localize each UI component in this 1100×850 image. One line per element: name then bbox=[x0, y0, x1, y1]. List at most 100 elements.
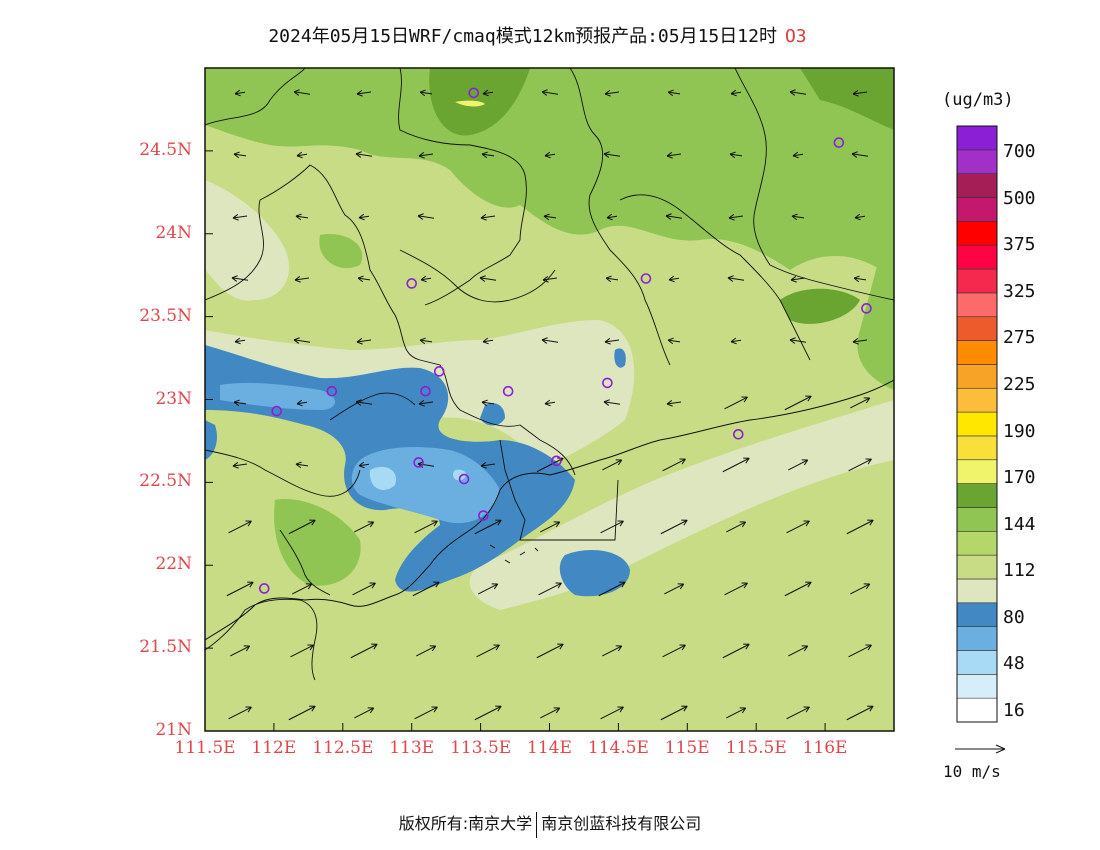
boundary-line bbox=[205, 598, 318, 681]
wind-arrow bbox=[544, 399, 556, 407]
wind-arrow bbox=[480, 462, 496, 469]
wind-arrow bbox=[848, 644, 872, 658]
station-marker bbox=[861, 303, 872, 314]
wind-arrow bbox=[602, 459, 623, 471]
colorbar-swatch bbox=[956, 650, 998, 675]
wind-arrow bbox=[784, 581, 812, 597]
wind-arrow bbox=[724, 396, 748, 410]
wind-arrow bbox=[481, 151, 495, 159]
wind-arrow bbox=[296, 151, 308, 159]
wind-arrow bbox=[233, 151, 247, 159]
wind-arrow bbox=[474, 519, 502, 535]
wind-arrow bbox=[356, 90, 372, 97]
colorbar-swatch bbox=[956, 173, 998, 198]
colorbar-swatch bbox=[956, 197, 998, 222]
wind-arrow bbox=[295, 461, 309, 469]
wind-arrow bbox=[232, 214, 248, 221]
wind-arrow bbox=[482, 337, 494, 345]
colorbar-label: 80 bbox=[1003, 606, 1025, 628]
colorbar-label: 225 bbox=[1003, 373, 1036, 395]
boundary-line bbox=[499, 439, 619, 541]
wind-arrow bbox=[416, 645, 437, 657]
wind-arrow bbox=[480, 214, 496, 221]
lat-label: 21N bbox=[155, 720, 192, 740]
colorbar-swatch bbox=[956, 316, 998, 341]
wind-arrow bbox=[786, 706, 810, 720]
wind-arrow bbox=[792, 151, 804, 159]
wind-arrow bbox=[727, 275, 745, 282]
wind-arrow bbox=[358, 461, 370, 469]
wind-arrow bbox=[541, 89, 559, 96]
wind-arrow bbox=[234, 89, 246, 97]
wind-arrow bbox=[356, 338, 372, 345]
wind-arrow bbox=[538, 582, 562, 596]
lon-label: 112E bbox=[251, 738, 297, 758]
wind-arrow bbox=[228, 520, 252, 534]
boundary-line bbox=[279, 529, 331, 596]
colorbar bbox=[956, 125, 998, 723]
wind-arrow bbox=[231, 275, 249, 282]
wind-arrow bbox=[230, 645, 251, 657]
wind-arrow bbox=[788, 459, 809, 471]
boundary-line bbox=[205, 449, 361, 497]
wind-arrow bbox=[668, 275, 680, 283]
wind-arrow bbox=[355, 399, 373, 406]
station-marker bbox=[406, 278, 418, 289]
lon-label: 111.5E bbox=[174, 738, 236, 758]
wind-arrow bbox=[479, 275, 497, 282]
lon-label: 113.5E bbox=[450, 738, 512, 758]
colorbar-swatch bbox=[956, 674, 998, 699]
field-patch-east bbox=[780, 288, 860, 324]
wind-arrow bbox=[790, 276, 806, 283]
wind-arrow bbox=[352, 582, 376, 596]
wind-arrow bbox=[543, 213, 557, 221]
colorbar-swatch bbox=[956, 626, 998, 651]
field-yellow-spot bbox=[455, 100, 485, 107]
wind-arrow bbox=[786, 520, 810, 534]
field-blue-dot bbox=[614, 348, 626, 368]
wind-arrow bbox=[791, 213, 805, 221]
lon-label: 112.5E bbox=[312, 738, 374, 758]
colorbar-swatch bbox=[956, 602, 998, 627]
wind-arrow bbox=[854, 213, 866, 221]
field-patch-southwest bbox=[274, 499, 361, 586]
wind-arrow bbox=[541, 337, 559, 344]
colorbar-frame bbox=[956, 125, 998, 723]
wind-arrow bbox=[358, 213, 370, 221]
wind-arrow bbox=[233, 399, 247, 407]
wind-arrow bbox=[603, 151, 621, 158]
coastline-main bbox=[205, 379, 894, 641]
wind-arrow bbox=[789, 89, 807, 96]
wind-arrow bbox=[853, 275, 867, 283]
wind-arrow bbox=[357, 275, 371, 283]
wind-arrow bbox=[606, 213, 618, 221]
colorbar-swatch bbox=[956, 435, 998, 461]
wind-arrow bbox=[850, 397, 871, 409]
field-band-144 bbox=[205, 68, 894, 280]
wind-arrow bbox=[355, 151, 373, 158]
colorbar-label: 325 bbox=[1003, 280, 1036, 302]
colorbar-label: 700 bbox=[1003, 141, 1036, 162]
colorbar-swatch bbox=[956, 411, 998, 437]
wind-reference-arrow bbox=[955, 744, 1006, 754]
wind-arrow bbox=[414, 520, 438, 534]
lon-label: 116E bbox=[802, 738, 848, 758]
footer: 版权所有:南京大学 南京创蓝科技有限公司 bbox=[0, 810, 1100, 838]
wind-arrow bbox=[476, 644, 500, 658]
wind-arrow bbox=[602, 645, 623, 657]
field-light-blue bbox=[369, 466, 396, 490]
wind-arrow bbox=[474, 705, 502, 721]
wind-arrow bbox=[605, 275, 619, 283]
field-patch-coast-east bbox=[857, 250, 894, 390]
lat-label: 24N bbox=[155, 222, 192, 243]
wind-arrow bbox=[482, 89, 494, 97]
wind-arrow bbox=[293, 337, 311, 344]
wind-arrow bbox=[726, 707, 747, 719]
wind-arrow bbox=[294, 276, 310, 283]
colorbar-swatch bbox=[956, 387, 998, 413]
wind-arrow bbox=[604, 338, 620, 345]
lon-label: 113E bbox=[389, 738, 435, 758]
field-blue-offshore bbox=[559, 550, 630, 597]
colorbar-label: 275 bbox=[1003, 327, 1036, 349]
wind-arrow bbox=[852, 90, 868, 97]
